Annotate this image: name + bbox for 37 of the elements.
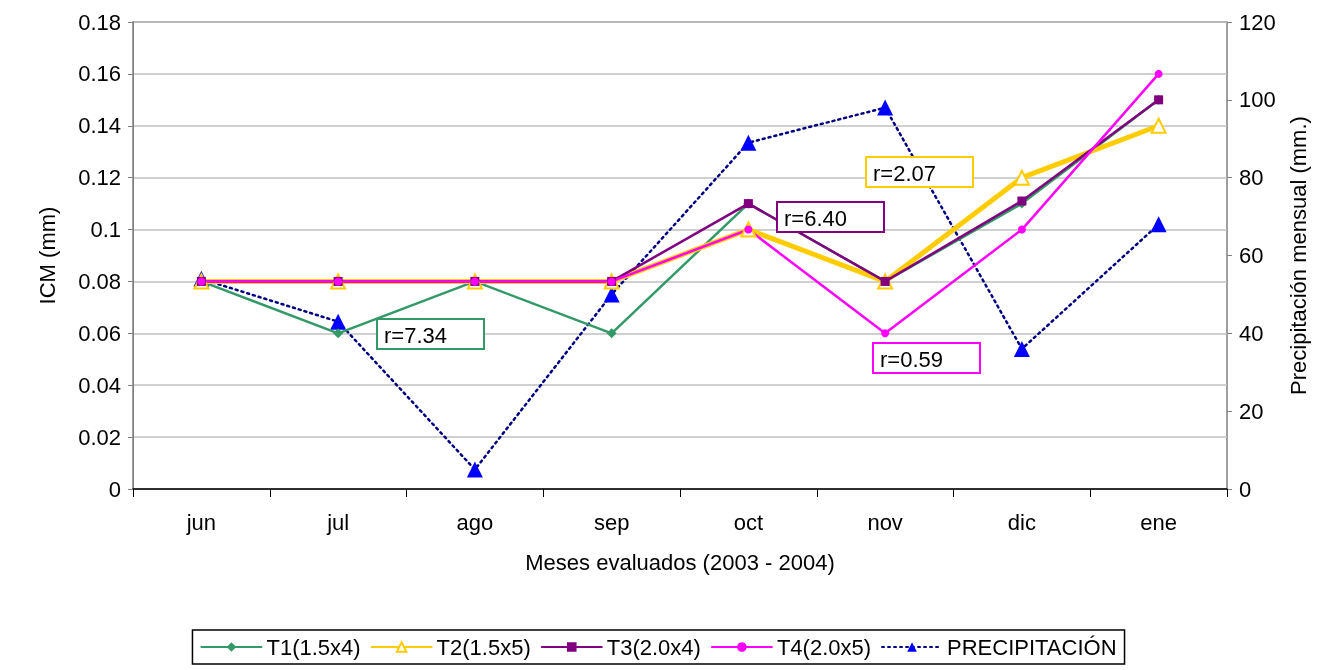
y-tick-label: 0.18	[78, 9, 121, 35]
x-tick-label: ago	[456, 509, 494, 535]
y2-tick-label: 60	[1239, 243, 1264, 268]
y-tick-label: 0.02	[78, 424, 121, 450]
annotation: r=2.07	[873, 160, 936, 186]
x-tick-label: ene	[1140, 509, 1177, 535]
x-tick-label: nov	[867, 509, 903, 535]
annotation: r=7.34	[384, 322, 447, 348]
y-tick-label: 0.14	[78, 113, 121, 139]
y2-axis-title: Precipitación mensual (mm.)	[1285, 116, 1311, 395]
y2-tick-label: 20	[1239, 398, 1264, 424]
y-tick-label: 0	[108, 476, 121, 502]
x-tick-label: dic	[1007, 509, 1036, 535]
y-tick-label: 0.04	[78, 372, 121, 398]
y-axis-title: ICM (mm)	[34, 206, 60, 305]
legend-label: T2(1.5x5)	[436, 634, 531, 660]
x-tick-label: oct	[733, 509, 764, 535]
legend-label: T4(2.0x5)	[776, 634, 872, 660]
x-tick-label: jun	[185, 509, 217, 535]
y2-tick-label: 80	[1239, 165, 1264, 191]
y-tick-label: 0.08	[78, 268, 121, 294]
y2-tick-label: 120	[1239, 9, 1276, 35]
y-tick-label: 0.06	[78, 320, 121, 346]
annotation: r=0.59	[880, 346, 943, 372]
y-tick-label: 0.16	[78, 61, 121, 87]
x-tick-label: jul	[326, 509, 350, 535]
annotation: r=6.40	[784, 205, 847, 231]
y2-tick-label: 0	[1239, 476, 1252, 502]
x-tick-label: sep	[593, 509, 630, 535]
y-tick-label: 0.1	[90, 217, 121, 243]
y2-tick-label: 100	[1239, 87, 1276, 113]
legend-label: T3(2.0x4)	[606, 634, 701, 660]
x-axis-title: Meses evaluados (2003 - 2004)	[525, 549, 835, 575]
legend-label: T1(1.5x4)	[266, 634, 361, 660]
legend-label: PRECIPITACIÓN	[947, 634, 1117, 660]
y2-tick-label: 40	[1239, 320, 1264, 346]
y-tick-label: 0.12	[78, 165, 121, 191]
